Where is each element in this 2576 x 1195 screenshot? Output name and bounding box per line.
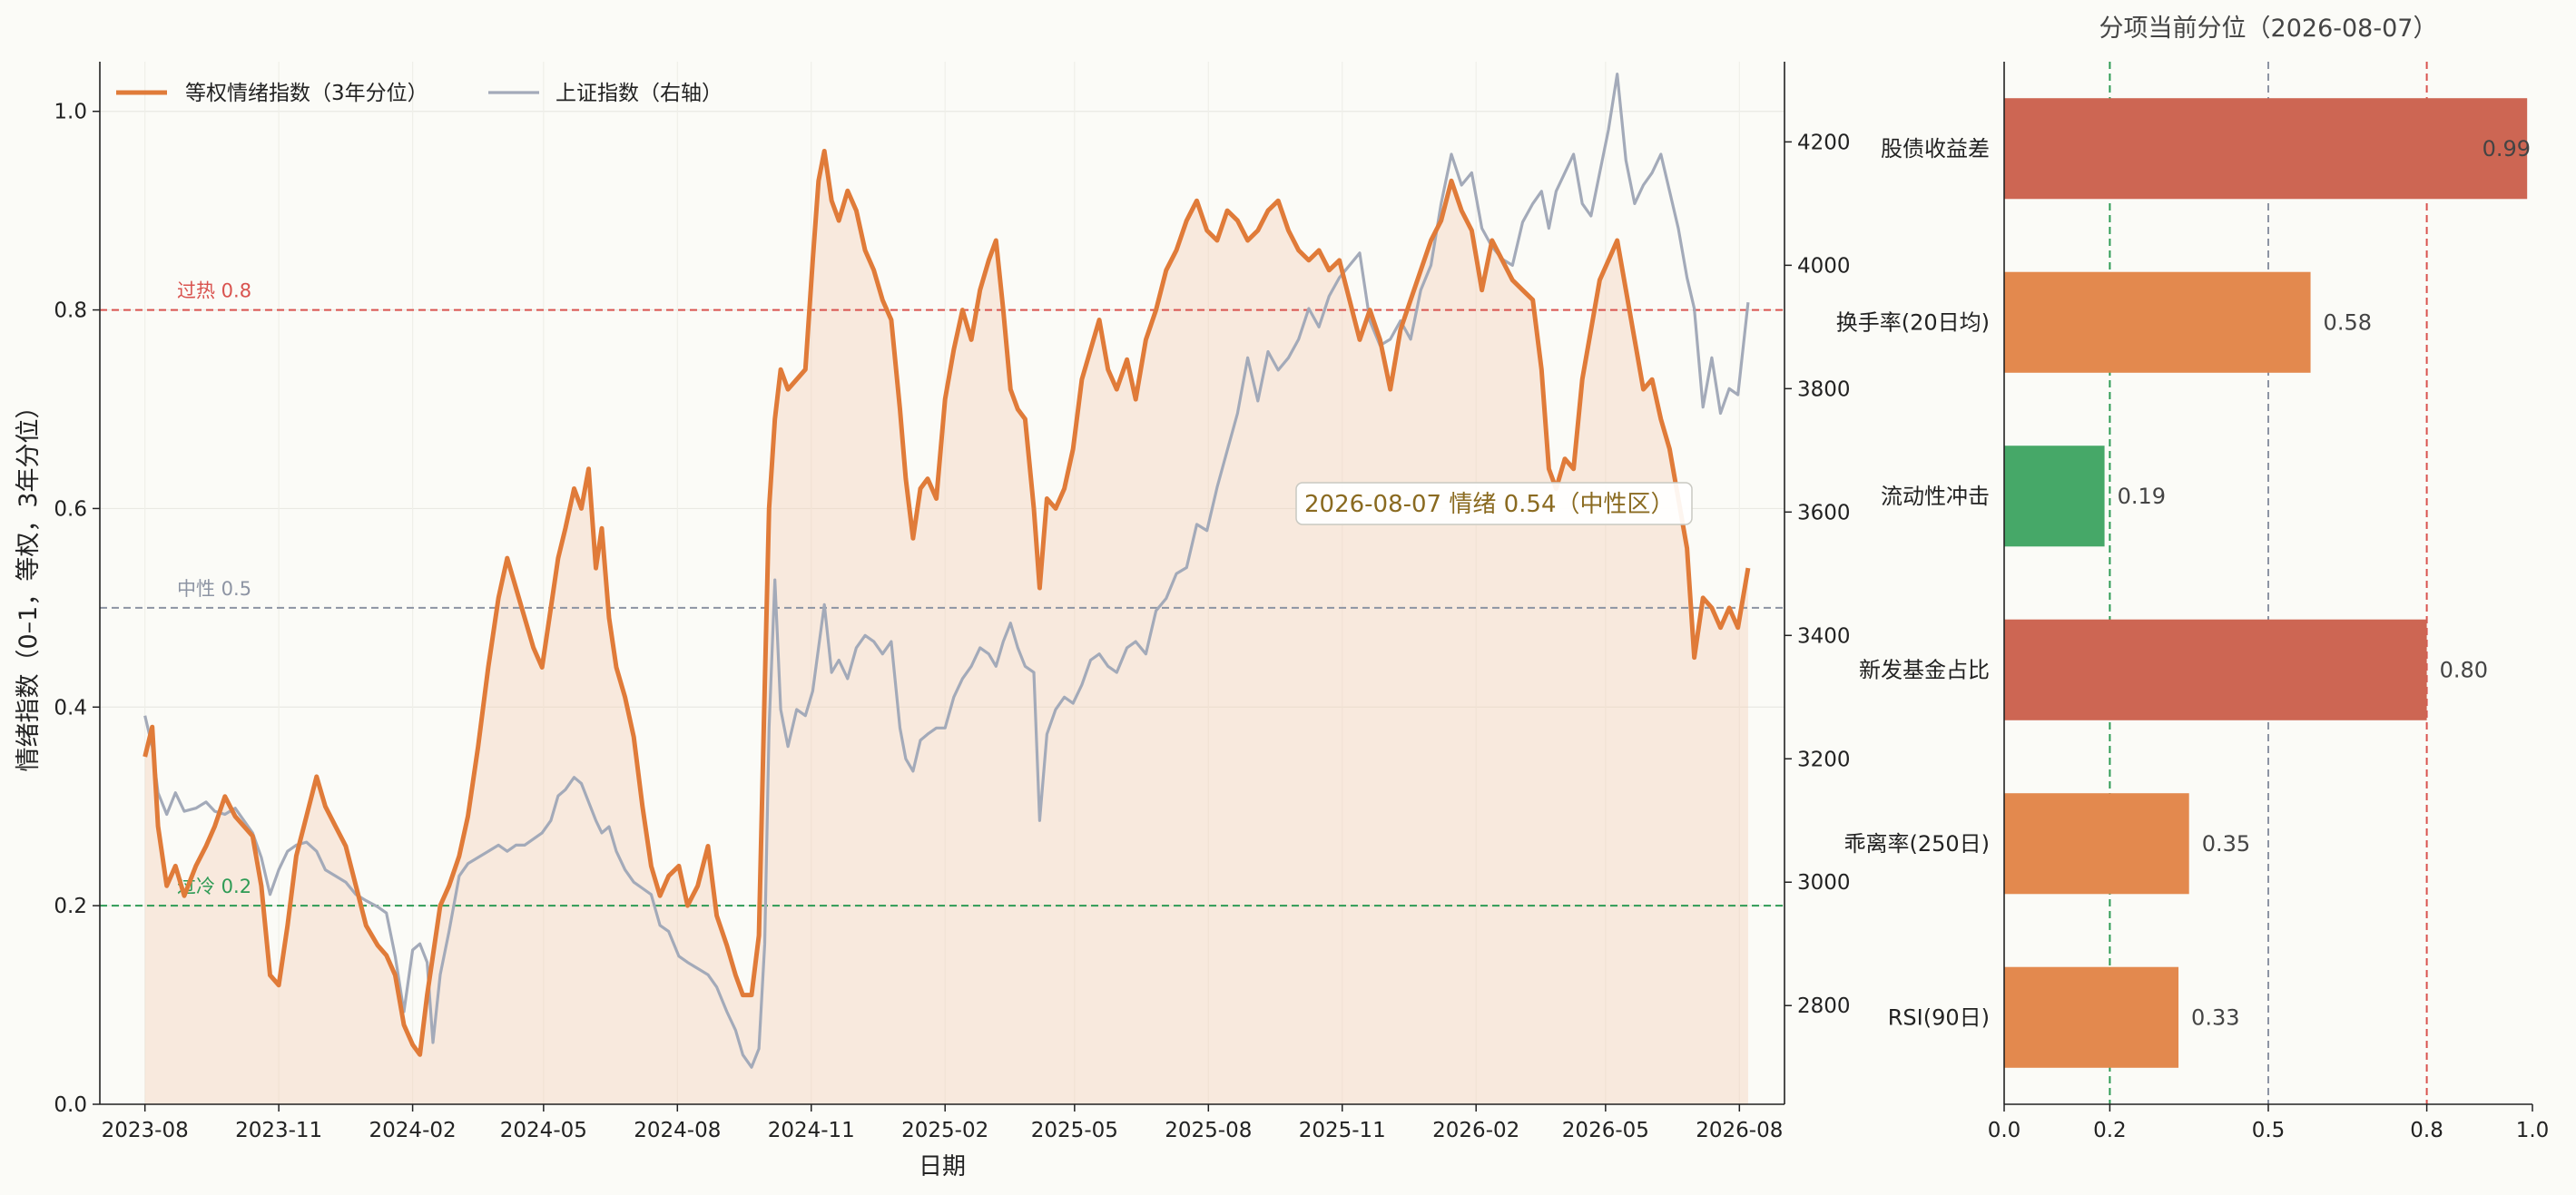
y2-tick-label: 3800 (1797, 377, 1851, 401)
bar-category-label: 流动性冲击 (1881, 484, 1990, 509)
bar (2004, 966, 2179, 1068)
bar-x-tick-label: 0.2 (2093, 1119, 2127, 1142)
bar (2004, 793, 2189, 895)
bar-value-label: 0.19 (2118, 484, 2166, 509)
bar-x-tick-label: 1.0 (2516, 1119, 2550, 1142)
annotation-box (1295, 482, 1693, 525)
annotation-text: 2026-08-07 情绪 0.54（中性区） (1304, 491, 1675, 518)
legend-label-sentiment: 等权情绪指数（3年分位） (185, 82, 428, 105)
x-tick-label: 2026-08 (1696, 1119, 1783, 1142)
reference-line-label: 过热 0.8 (177, 280, 251, 302)
y-axis-label: 情绪指数（0–1，等权，3年分位） (15, 394, 43, 771)
bar-chart-title: 分项当前分位（2026-08-07） (2099, 15, 2438, 43)
x-tick-label: 2025-05 (1031, 1119, 1118, 1142)
x-tick-label: 2023-08 (102, 1119, 189, 1142)
y2-tick-label: 3200 (1797, 748, 1851, 771)
y2-tick-label: 3600 (1797, 501, 1851, 524)
x-axis-label: 日期 (919, 1153, 966, 1180)
y2-tick-label: 4200 (1797, 131, 1851, 154)
sentiment-series-line (143, 149, 1751, 1057)
x-tick-label: 2025-02 (901, 1119, 988, 1142)
sentiment-area-fill (144, 151, 1748, 1104)
bar-x-tick-label: 0.8 (2410, 1119, 2443, 1142)
bar-x-tick-label: 0.0 (1988, 1119, 2021, 1142)
bar-value-label: 0.80 (2440, 657, 2488, 682)
x-tick-label: 2024-08 (634, 1119, 721, 1142)
bar-category-label: 换手率(20日均) (1836, 309, 1990, 335)
bar-category-label: RSI(90日) (1888, 1004, 1990, 1030)
y2-tick-label: 2800 (1797, 994, 1851, 1018)
y2-tick-label: 3000 (1797, 871, 1851, 895)
x-tick-label: 2024-11 (768, 1119, 855, 1142)
y2-tick-label: 3400 (1797, 624, 1851, 648)
index-series-line (143, 73, 1750, 1069)
y-tick-label: 0.4 (54, 696, 87, 720)
bar-value-label: 0.58 (2324, 309, 2372, 335)
y-tick-label: 1.0 (54, 101, 87, 124)
y-tick-label: 0.8 (54, 299, 87, 323)
y-tick-label: 0.2 (54, 895, 87, 918)
x-tick-label: 2025-08 (1165, 1119, 1252, 1142)
bar (2004, 619, 2427, 720)
bar-category-label: 股债收益差 (1881, 136, 1990, 162)
reference-line-label: 中性 0.5 (177, 578, 251, 600)
x-tick-label: 2025-11 (1299, 1119, 1386, 1142)
bar (2004, 98, 2528, 200)
bar (2004, 271, 2311, 373)
legend-label-index: 上证指数（右轴） (556, 82, 723, 105)
x-tick-label: 2024-02 (369, 1119, 457, 1142)
x-tick-label: 2024-05 (500, 1119, 587, 1142)
bar-value-label: 0.35 (2202, 831, 2250, 857)
bar-x-tick-label: 0.5 (2252, 1119, 2286, 1142)
sentiment-line-chart: 过热 0.8中性 0.5过冷 0.20.00.20.40.60.81.02800… (15, 62, 1851, 1180)
component-bar-chart: 股债收益差 0.99 换手率(20日均) 0.58 流动性冲击 0.19 新发基金占比 0.8… (1836, 15, 2550, 1142)
x-tick-label: 2023-11 (235, 1119, 322, 1142)
bar-value-label: 0.33 (2191, 1004, 2239, 1030)
x-tick-label: 2026-02 (1432, 1119, 1519, 1142)
bar-category-label: 新发基金占比 (1859, 657, 1990, 682)
bar-value-label: 0.99 (2483, 136, 2531, 162)
bar-category-label: 乖离率(250日) (1844, 831, 1990, 857)
x-tick-label: 2026-05 (1562, 1119, 1649, 1142)
y-tick-label: 0.6 (54, 497, 87, 521)
bar (2004, 446, 2105, 547)
y-tick-label: 0.0 (54, 1093, 87, 1117)
y2-tick-label: 4000 (1797, 254, 1851, 278)
